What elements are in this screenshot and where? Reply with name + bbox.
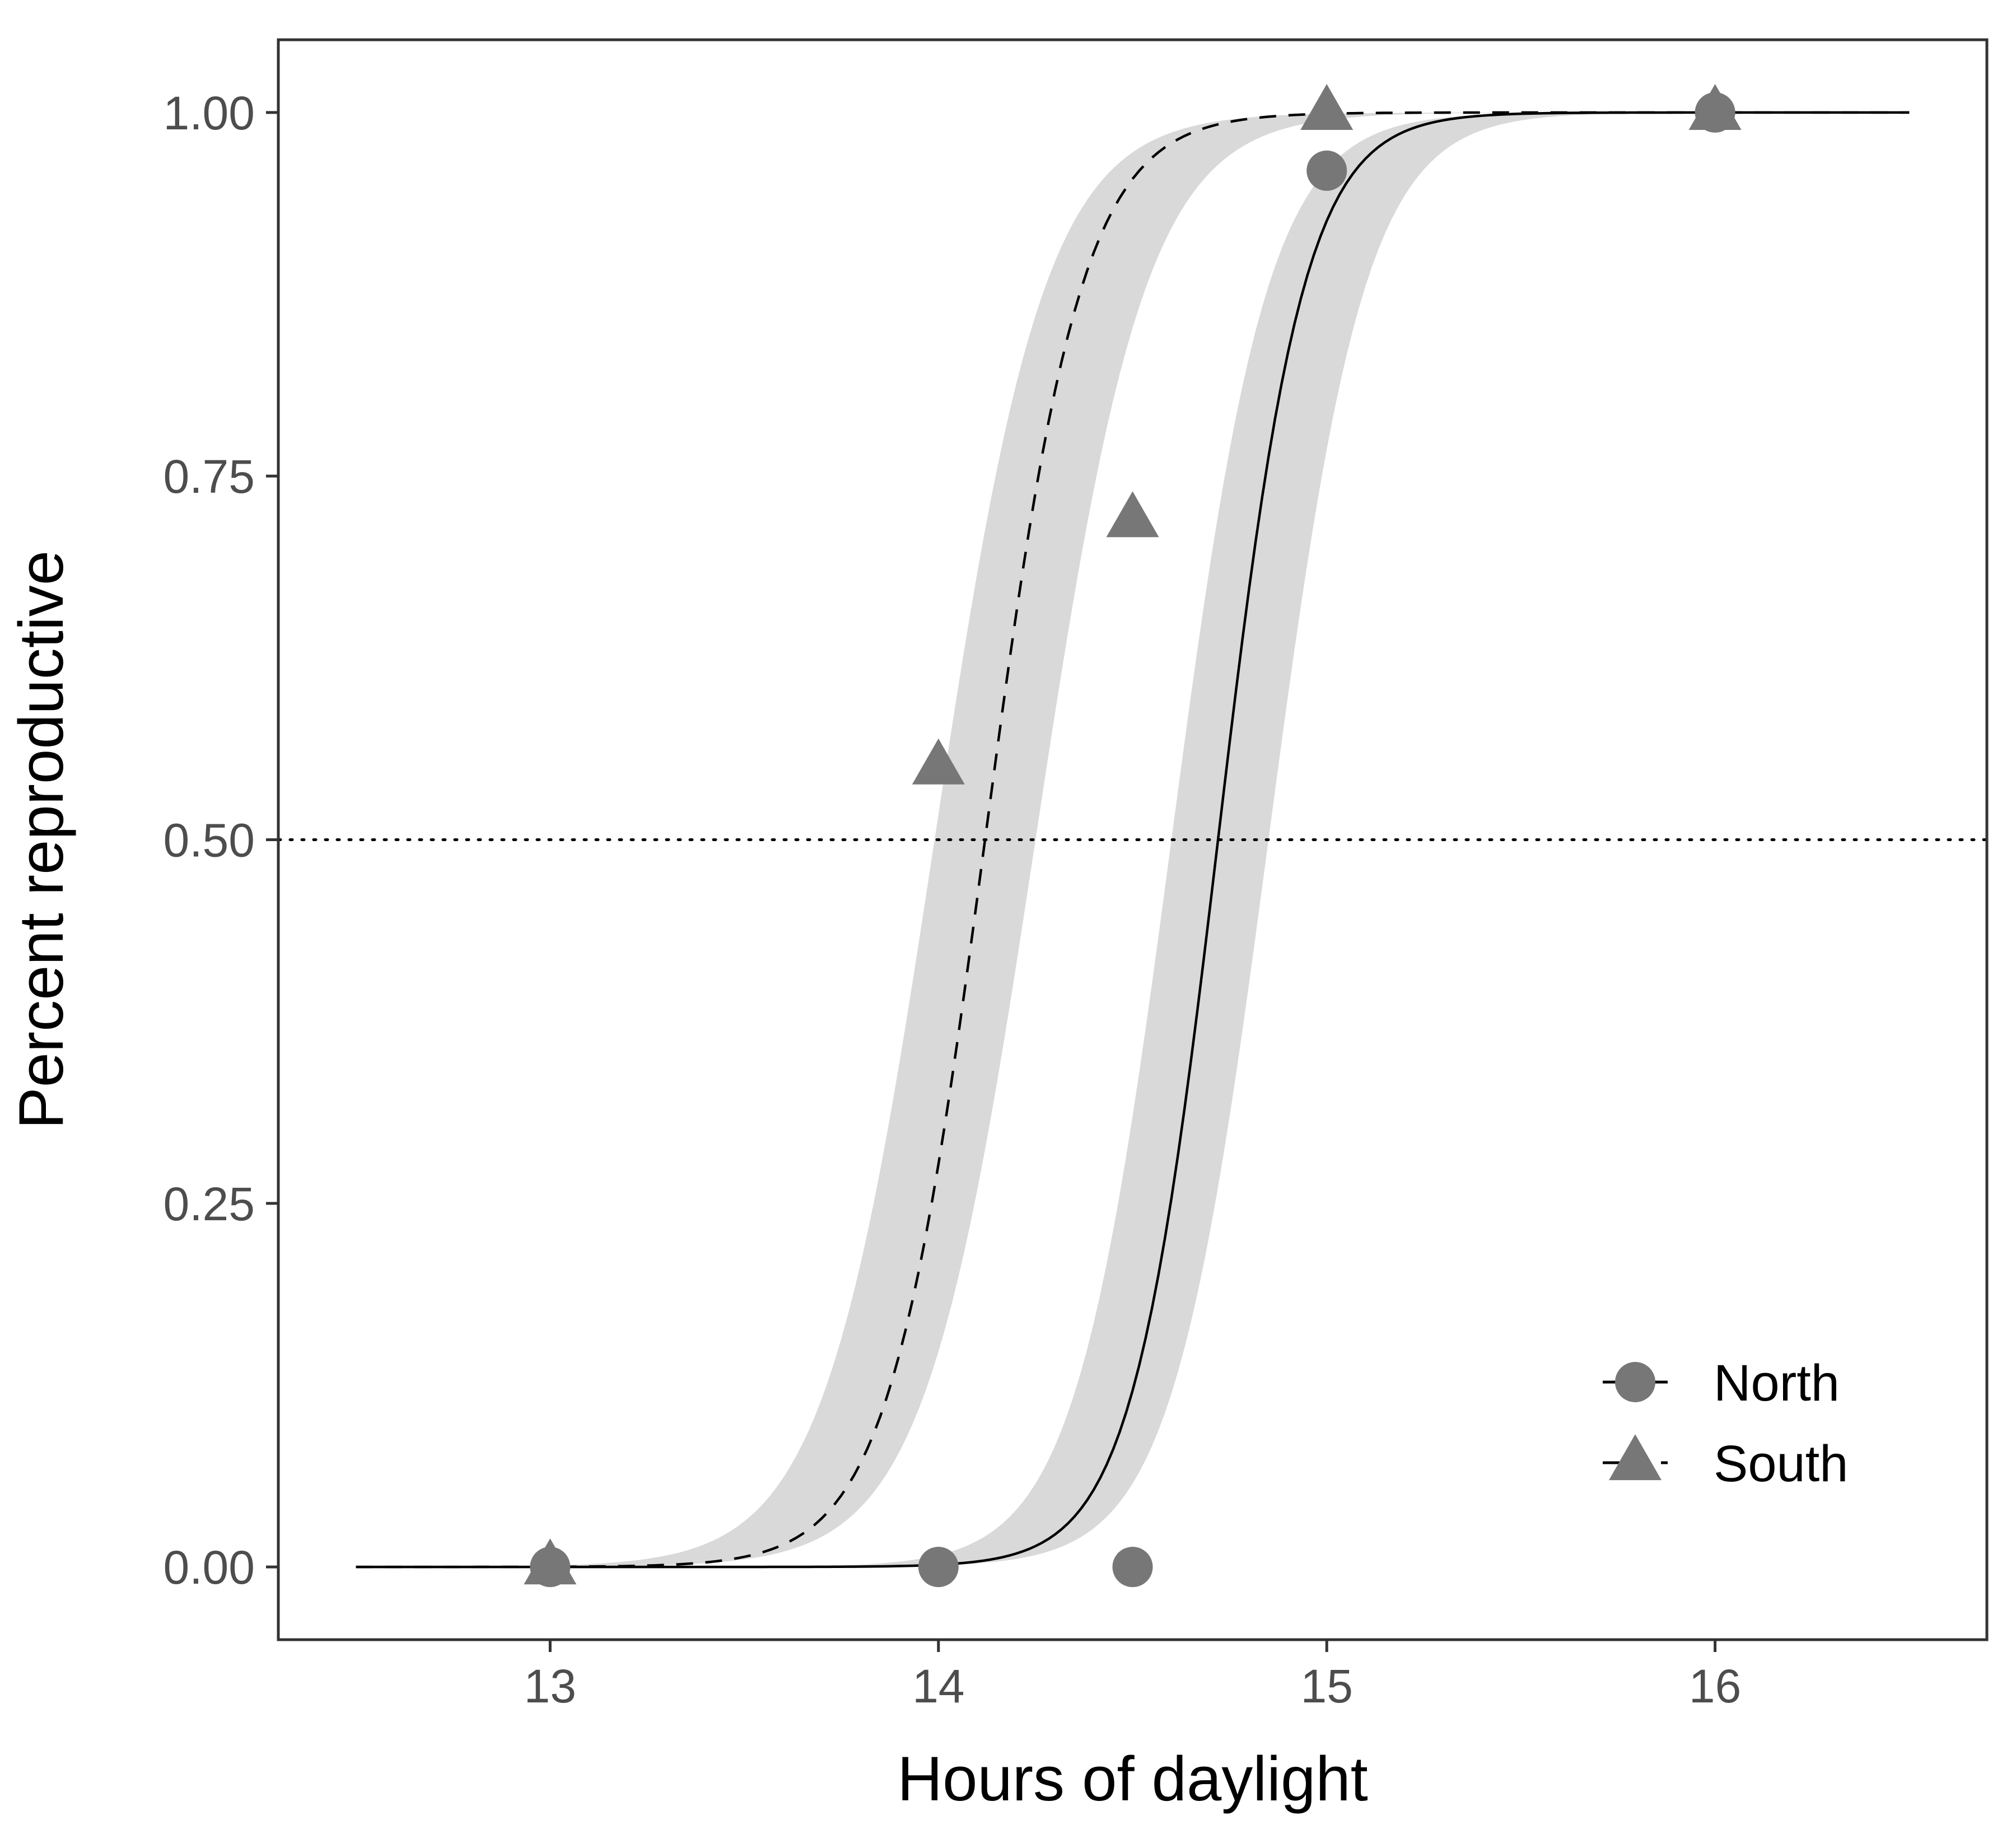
data-points — [524, 84, 1742, 1588]
y-axis-title: Percent reproductive — [6, 550, 76, 1129]
fit-lines — [356, 111, 1910, 1569]
point-south-2 — [1106, 491, 1159, 538]
x-axis-title: Hours of daylight — [897, 1744, 1368, 1814]
confidence-ribbons — [356, 112, 1910, 1567]
y-tick-label: 0.25 — [164, 1178, 255, 1230]
y-axis: 0.00 0.25 0.50 0.75 1.00 — [164, 87, 278, 1594]
legend-label-south: South — [1714, 1435, 1848, 1492]
point-south-3 — [1300, 84, 1354, 130]
y-tick-label: 0.75 — [164, 450, 255, 503]
legend: North South — [1603, 1355, 1848, 1492]
point-south-0 — [524, 1538, 577, 1585]
y-tick-label: 0.50 — [164, 814, 255, 867]
point-south-4 — [1688, 84, 1742, 130]
y-tick-label: 1.00 — [164, 87, 255, 139]
y-tick-label: 0.00 — [164, 1541, 255, 1594]
ci-ribbon-north — [356, 112, 1910, 1567]
x-tick-label: 15 — [1300, 1660, 1352, 1712]
fit-line-south — [356, 111, 1910, 1569]
legend-marker-north — [1615, 1362, 1655, 1402]
point-north-2 — [1112, 1547, 1153, 1588]
legend-label-north: North — [1714, 1355, 1840, 1412]
point-north-1 — [918, 1547, 959, 1588]
x-tick-label: 13 — [524, 1660, 576, 1712]
x-tick-label: 14 — [912, 1660, 964, 1712]
x-tick-label: 16 — [1689, 1660, 1741, 1712]
point-south-1 — [912, 738, 965, 785]
x-axis: 13 14 15 16 — [524, 1640, 1741, 1712]
point-north-3 — [1306, 150, 1347, 191]
legend-marker-south — [1609, 1434, 1662, 1481]
